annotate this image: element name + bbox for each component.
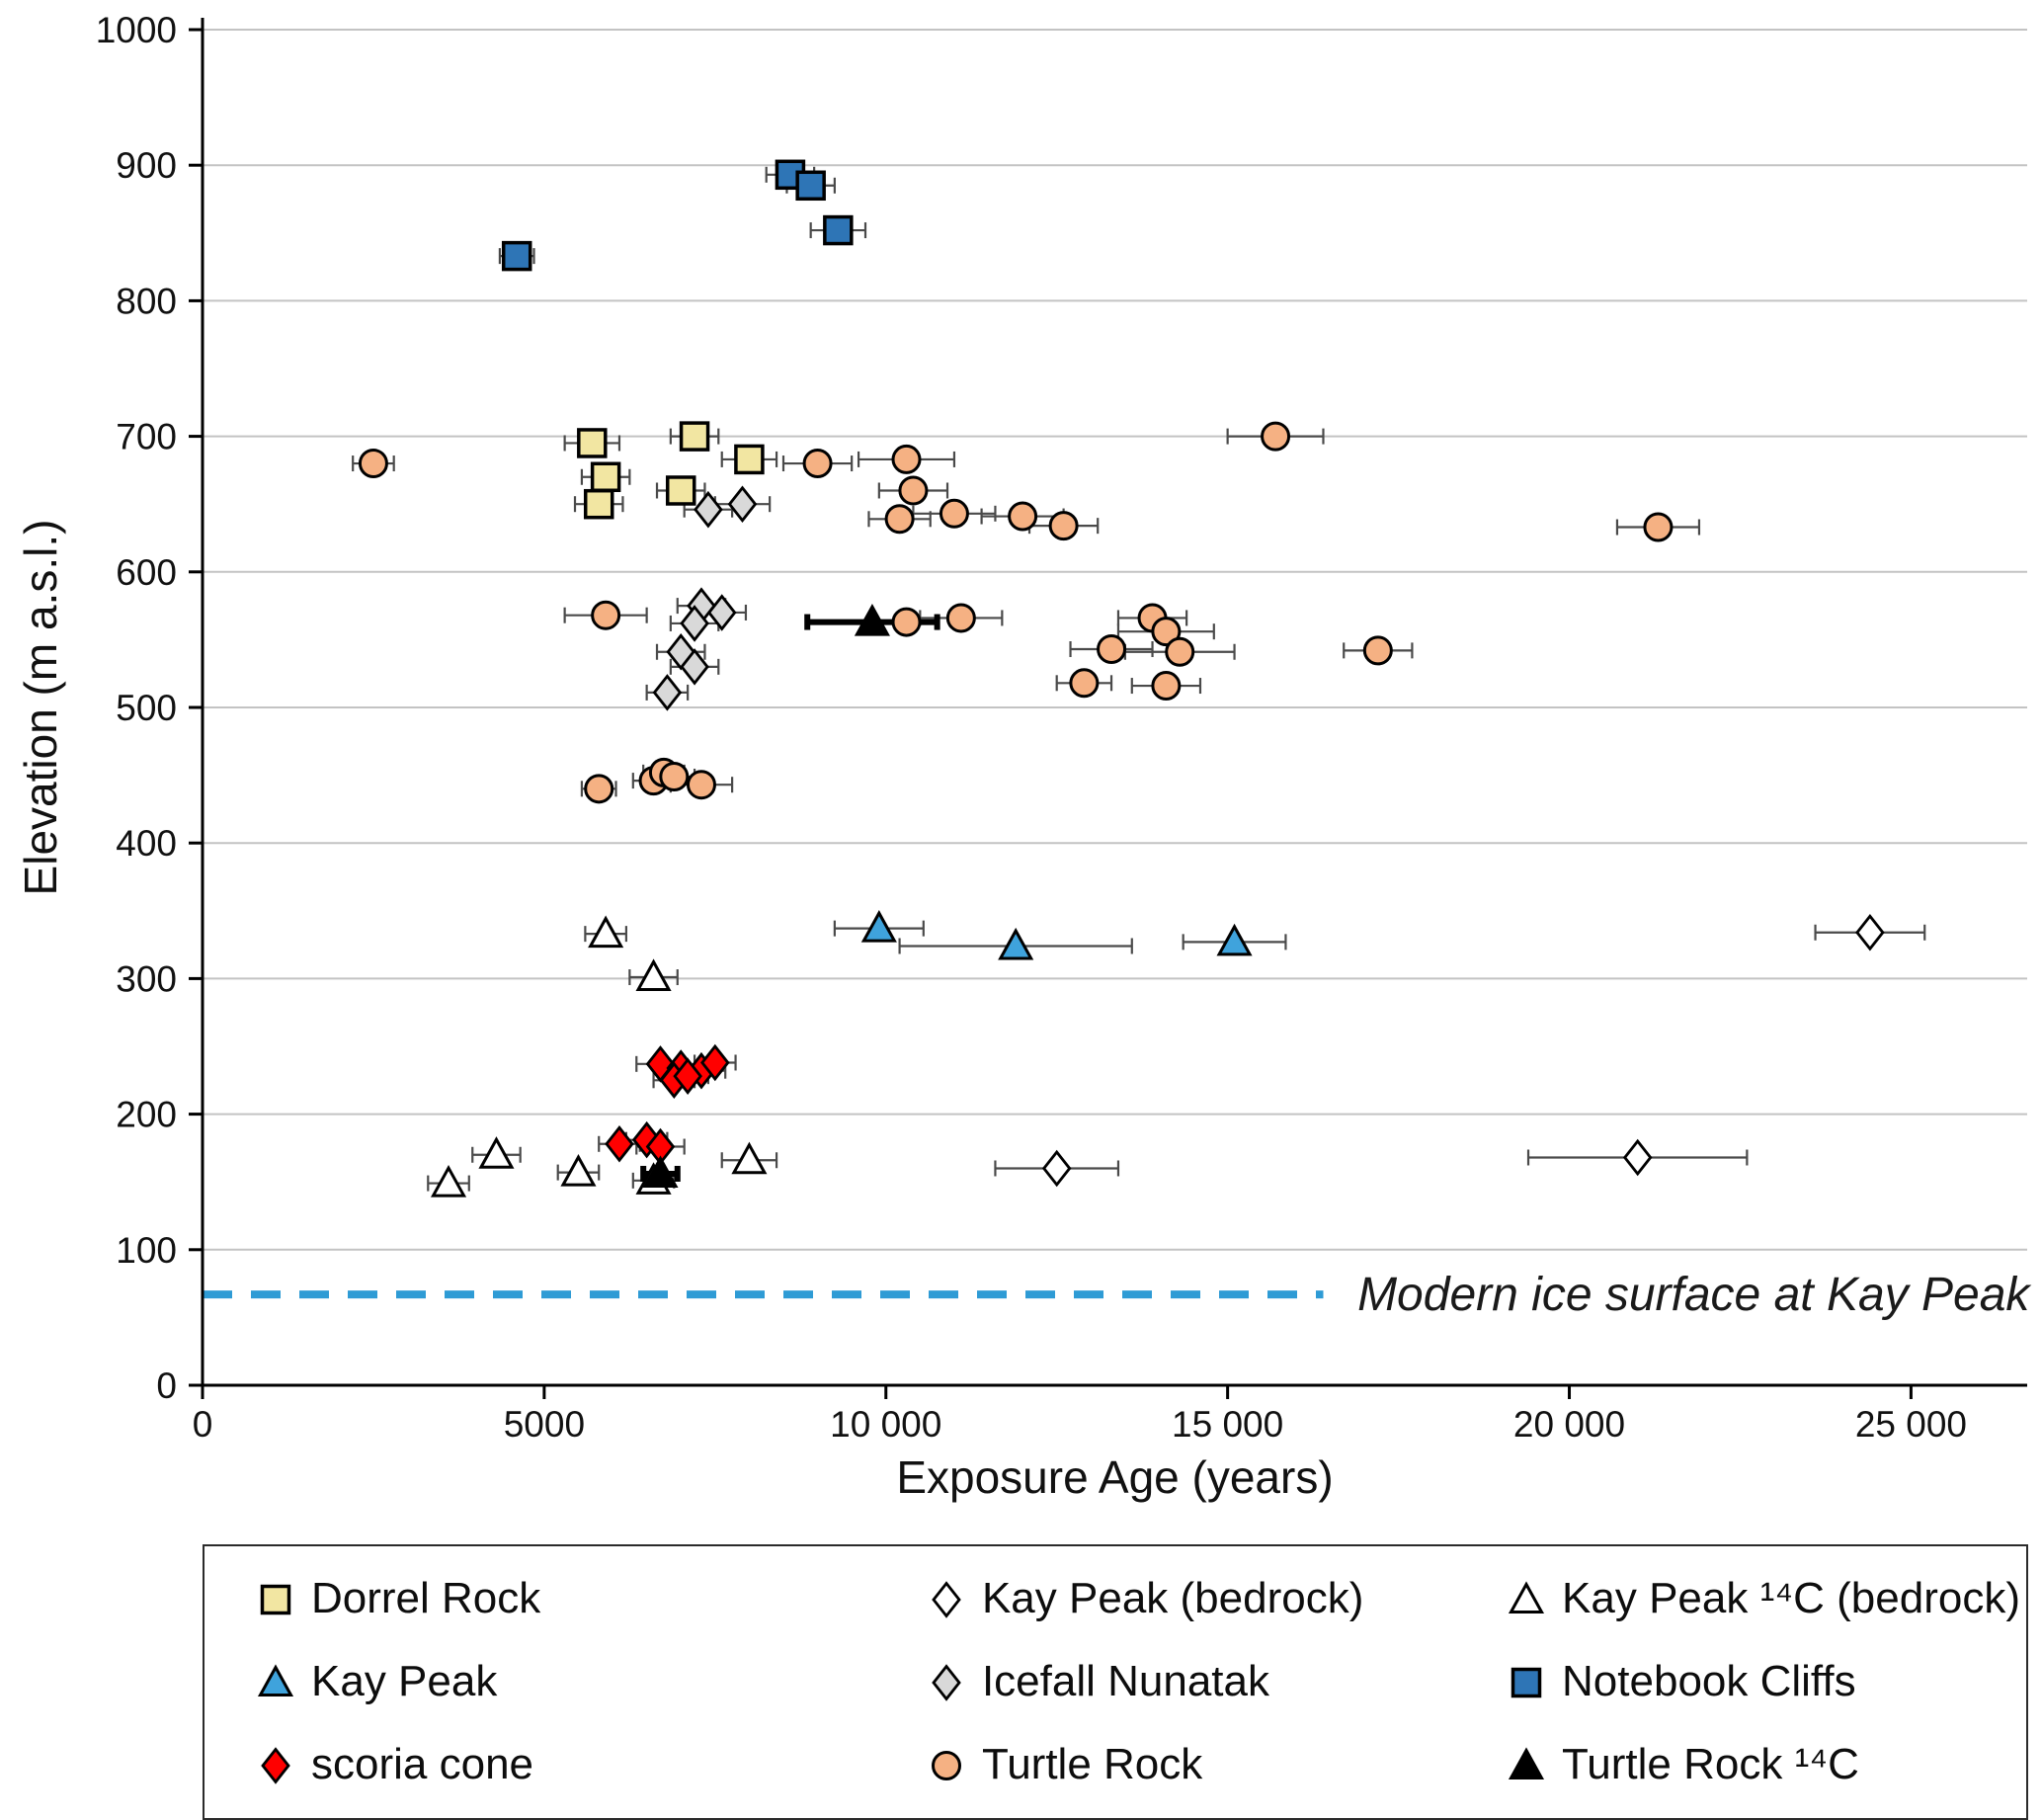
legend-label: scoria cone: [311, 1740, 534, 1789]
legend-item-scoria-cone: scoria cone: [256, 1742, 927, 1787]
legend-item-kay-peak-bedrock: Kay Peak (bedrock): [927, 1574, 1507, 1622]
legend-label: Dorrel Rock: [311, 1574, 541, 1622]
legend-item-turtle-rock: Turtle Rock: [927, 1742, 1507, 1787]
svg-text:15 000: 15 000: [1172, 1404, 1283, 1445]
svg-text:500: 500: [116, 688, 177, 728]
x-axis-title: Exposure Age (years): [896, 1451, 1334, 1503]
svg-text:800: 800: [116, 281, 177, 321]
svg-text:400: 400: [116, 823, 177, 864]
svg-text:0: 0: [156, 1365, 177, 1406]
y-axis-title: Elevation (m a.s.l.): [15, 519, 66, 896]
svg-text:1000: 1000: [96, 10, 177, 50]
svg-text:10 000: 10 000: [830, 1404, 941, 1445]
svg-text:600: 600: [116, 552, 177, 593]
svg-text:200: 200: [116, 1095, 177, 1135]
icefall-nunatak-diamond-icon: [932, 1664, 961, 1702]
legend-label: Kay Peak (bedrock): [981, 1574, 1364, 1622]
svg-text:25 000: 25 000: [1855, 1404, 1967, 1445]
svg-text:300: 300: [116, 958, 177, 999]
turtle-rock-circle-icon: [931, 1751, 961, 1781]
svg-text:20 000: 20 000: [1513, 1404, 1625, 1445]
kay-peak-triangle-icon: [257, 1664, 294, 1697]
dorrel-rock-square-icon: [260, 1584, 291, 1615]
legend-label: Turtle Rock ¹⁴C: [1562, 1740, 1859, 1789]
legend-item-turtle-rock-14c: Turtle Rock ¹⁴C: [1507, 1742, 2020, 1787]
legend: Dorrel Rock Kay Peak (bedrock) Kay Peak …: [203, 1544, 2028, 1820]
legend-item-kay-peak: Kay Peak: [256, 1657, 927, 1706]
chart-area: Modern ice surface at Kay Peak 0 100 200 300…: [15, 10, 2033, 1503]
svg-text:900: 900: [116, 145, 177, 186]
svg-text:Modern ice surface at Kay Peak: Modern ice surface at Kay Peak: [1357, 1269, 2032, 1321]
legend-label: Kay Peak: [311, 1657, 498, 1706]
scoria-cone-diamond-icon: [261, 1747, 290, 1785]
notebook-cliffs-square-icon: [1511, 1668, 1542, 1698]
kay-peak-bedrock-diamond-icon: [932, 1581, 961, 1618]
legend-label: Notebook Cliffs: [1562, 1657, 1856, 1706]
legend-item-dorrel-rock: Dorrel Rock: [256, 1574, 927, 1622]
legend-label: Turtle Rock: [981, 1740, 1203, 1789]
svg-text:100: 100: [116, 1230, 177, 1271]
legend-label: Icefall Nunatak: [981, 1657, 1270, 1706]
legend-item-kay-peak-14c-bedrock: Kay Peak ¹⁴C (bedrock): [1507, 1574, 2020, 1622]
legend-item-icefall-nunatak: Icefall Nunatak: [927, 1657, 1507, 1706]
legend-item-notebook-cliffs: Notebook Cliffs: [1507, 1657, 2020, 1706]
svg-text:5000: 5000: [504, 1404, 585, 1445]
svg-text:700: 700: [116, 417, 177, 457]
legend-label: Kay Peak ¹⁴C (bedrock): [1562, 1574, 2020, 1622]
svg-text:0: 0: [193, 1404, 213, 1445]
turtle-rock-14c-triangle-icon: [1508, 1747, 1545, 1780]
kay-peak-14c-triangle-icon: [1508, 1581, 1545, 1614]
exposure-age-elevation-scatter-plot: Modern ice surface at Kay Peak 0 100 200 300…: [96, 10, 2033, 1445]
